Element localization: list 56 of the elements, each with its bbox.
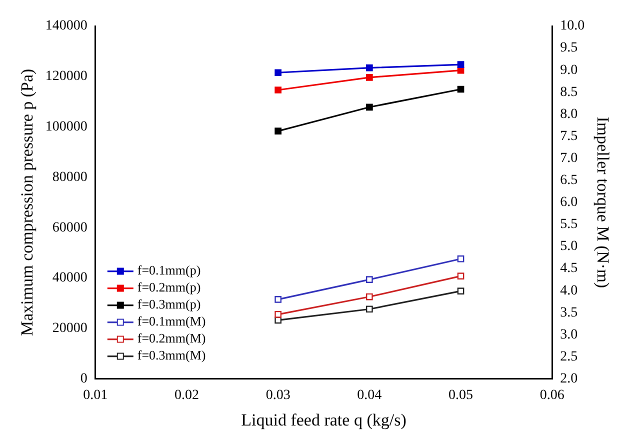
y-tick-label: 120000: [45, 69, 88, 84]
y2-tick-label: 9.0: [560, 62, 578, 78]
point: [457, 288, 464, 294]
x-tick-label: 0.01: [83, 388, 108, 403]
y-tick-label: 0: [80, 371, 88, 386]
y-tick-label: 40000: [52, 270, 88, 286]
y2-tick-label: 2.5: [560, 349, 578, 364]
point: [457, 255, 464, 262]
point: [457, 61, 464, 68]
point: [457, 272, 464, 280]
legend-label: f=0.2mm(p): [137, 280, 201, 295]
x-axis-title: Liquid feed rate q (kg/s): [241, 410, 406, 430]
y2-tick-label: 2.0: [560, 371, 578, 386]
point: [274, 296, 282, 303]
y2-tick-label: 7.0: [560, 150, 578, 166]
legend-label: f=0.1mm(M): [137, 314, 206, 329]
y-tick-label: 140000: [45, 18, 88, 34]
y-tick-label: 20000: [52, 321, 88, 336]
legend-label: f=0.3mm(p): [137, 296, 201, 312]
y2-tick-label: 5.0: [560, 239, 578, 254]
y-tick-label: 80000: [52, 170, 88, 185]
y2-tick-label: 5.5: [560, 217, 578, 232]
legend-label: f=0.3mm(M): [137, 348, 206, 363]
y-tick-label: 60000: [52, 220, 88, 236]
point: [366, 74, 373, 81]
y2-tick-label: 8.5: [560, 84, 578, 100]
point: [274, 86, 282, 94]
y2-tick-label: 6.5: [560, 173, 578, 188]
point: [366, 293, 373, 300]
y2-tick-label: 9.5: [560, 40, 578, 56]
y2-tick-label: 4.0: [560, 283, 578, 298]
point: [366, 306, 373, 313]
y2-tick-label: 7.5: [560, 128, 578, 144]
y2-tick-label: 10.0: [560, 18, 585, 34]
point: [457, 86, 464, 93]
point: [274, 128, 282, 135]
y2-tick-label: 3.5: [560, 305, 578, 320]
y2-tick-label: 6.0: [560, 195, 578, 210]
y-axis-title: Maximum compression pressure p (Pa): [18, 68, 37, 336]
legend-label: f=0.2mm(M): [137, 330, 206, 346]
y2-tick-label: 3.0: [560, 327, 578, 342]
legend-label: f=0.1mm(p): [137, 262, 201, 278]
x-tick-label: 0.02: [174, 388, 199, 403]
y2-tick-label: 8.0: [560, 106, 578, 122]
x-tick-label: 0.06: [540, 388, 564, 403]
y2-axis-title: Impeller torque M (N·m): [593, 116, 612, 288]
y2-tick-label: 4.5: [560, 261, 578, 276]
point: [366, 104, 373, 111]
point: [366, 276, 373, 284]
point: [274, 69, 282, 76]
x-tick-label: 0.03: [266, 388, 290, 403]
point: [274, 310, 282, 318]
y-tick-label: 100000: [45, 119, 88, 134]
point: [366, 64, 373, 72]
x-tick-label: 0.05: [448, 388, 474, 403]
x-tick-label: 0.04: [357, 388, 382, 403]
